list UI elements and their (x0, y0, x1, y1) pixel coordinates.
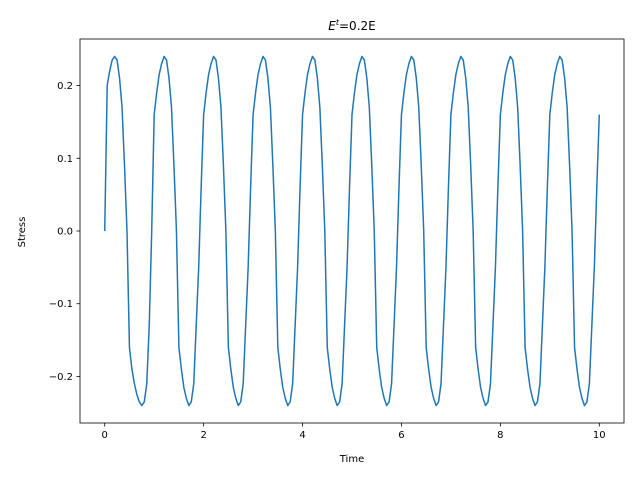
chart-title-rest: =0.2E (339, 19, 376, 33)
chart-title: Et=0.2E (328, 18, 375, 33)
y-tick-label: 0.2 (57, 81, 73, 92)
x-tick-label: 0 (102, 430, 108, 441)
x-tick-label: 8 (497, 430, 503, 441)
chart-title-base: E (328, 19, 336, 33)
y-tick-label: −0.1 (49, 299, 73, 310)
x-tick-label: 6 (398, 430, 404, 441)
y-axis-label: Stress (17, 217, 28, 248)
x-tick-label: 4 (299, 430, 305, 441)
y-tick-label: 0.0 (57, 227, 73, 238)
x-axis-label: Time (339, 454, 364, 465)
y-tick-label: 0.1 (57, 154, 73, 165)
chart-title-superscript: t (336, 18, 340, 27)
plot-area: 0 2 4 6 8 10 −0.2 −0.1 0.0 0.1 0.2 (49, 38, 625, 441)
series-line-0 (103, 55, 601, 407)
x-tick-label: 2 (200, 430, 206, 441)
x-tick-label: 10 (593, 430, 606, 441)
y-tick-label: −0.2 (49, 372, 73, 383)
